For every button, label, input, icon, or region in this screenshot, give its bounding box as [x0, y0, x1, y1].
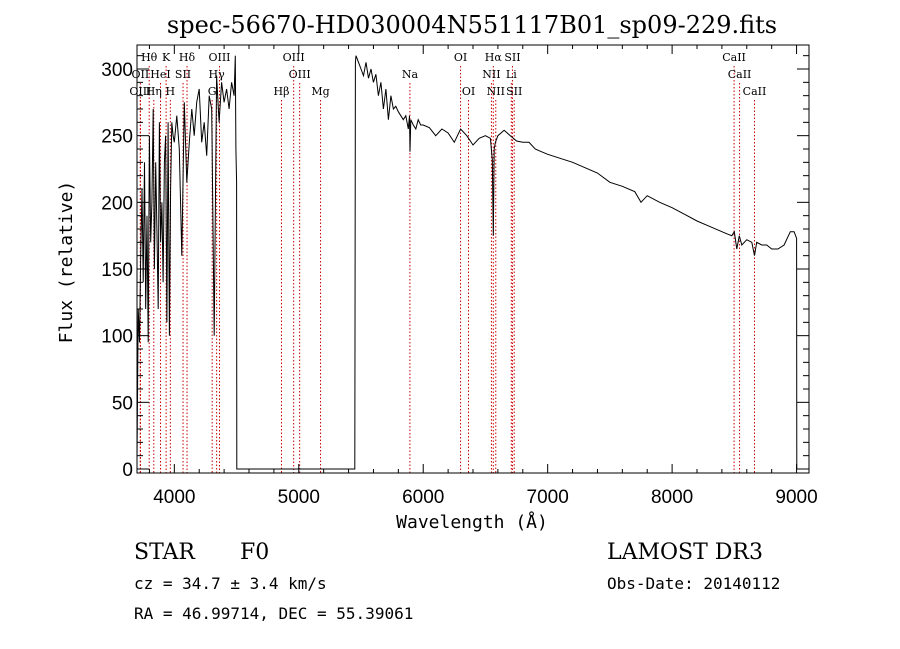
x-tick-label-2: 6000	[402, 487, 444, 508]
chart-title: spec-56670-HD030004N551117B01_sp09-229.f…	[167, 11, 777, 39]
survey-name: LAMOST DR3	[607, 540, 763, 565]
spectrum-line	[136, 55, 798, 470]
y-axis-label: Flux (relative)	[56, 181, 77, 344]
line-marker-label-22: Hβ	[274, 85, 290, 98]
coordinates: RA = 46.99714, DEC = 55.39061	[134, 604, 414, 623]
y-tick-label-1: 50	[112, 393, 133, 414]
x-tick-label-0: 4000	[153, 487, 195, 508]
x-tick-label-1: 5000	[278, 487, 320, 508]
object-class: STAR	[134, 540, 195, 565]
y-tick-label-5: 250	[101, 127, 133, 148]
redshift-value: cz = 34.7 ± 3.4 km/s	[134, 574, 327, 593]
line-marker-label-10: HeI	[150, 68, 170, 81]
line-marker-label-3: OIII	[208, 51, 230, 64]
line-marker-label-13: OIII	[289, 68, 311, 81]
line-marker-label-11: SII	[175, 68, 191, 81]
axes: 4000 5000 6000 7000 8000 9000 0 50 100 150 200 250 3…	[101, 45, 818, 508]
line-marker-label-21: G	[208, 85, 217, 98]
spectral-subclass: F0	[240, 540, 270, 565]
line-marker-label-25: NII	[487, 85, 505, 98]
line-marker-label-0: Hθ	[141, 51, 158, 64]
x-tick-label-5: 9000	[775, 487, 817, 508]
plot-frame	[136, 44, 810, 474]
line-marker-label-15: NII	[482, 68, 500, 81]
line-marker-label-4: OIII	[283, 51, 305, 64]
y-tick-label-6: 300	[101, 60, 133, 81]
line-marker-label-18: OIII	[129, 85, 151, 98]
y-tick-label-3: 150	[101, 260, 133, 281]
x-tick-label-4: 8000	[651, 487, 693, 508]
x-axis-label: Wavelength (Å)	[396, 511, 548, 533]
line-marker-label-7: SII	[504, 51, 520, 64]
y-tick-label-0: 0	[122, 460, 133, 481]
line-marker-label-23: Mg	[311, 85, 329, 98]
x-tick-label-3: 7000	[527, 487, 569, 508]
line-marker-label-9: OII	[132, 68, 150, 81]
line-marker-label-27: CaII	[743, 85, 767, 98]
line-marker-label-6: Hα	[485, 51, 503, 64]
line-marker-label-16: Li	[506, 68, 517, 81]
line-marker-label-24: OI	[462, 85, 475, 98]
line-marker-label-14: Na	[402, 68, 419, 81]
line-marker-label-19: Hη	[146, 85, 162, 98]
line-marker-label-1: K	[162, 51, 171, 64]
line-marker-label-17: CaII	[728, 68, 752, 81]
line-marker-label-2: Hδ	[179, 51, 196, 64]
spectrum	[136, 55, 798, 470]
y-tick-label-2: 100	[101, 327, 133, 348]
y-tick-label-4: 200	[101, 193, 133, 214]
line-marker-label-8: CaII	[722, 51, 746, 64]
line-marker-label-12: Hγ	[209, 68, 226, 81]
line-marker-label-20: H	[166, 85, 176, 98]
obs-date: Obs-Date: 20140112	[607, 574, 781, 593]
line-marker-label-5: OI	[454, 51, 467, 64]
line-marker-label-26: SII	[506, 85, 522, 98]
